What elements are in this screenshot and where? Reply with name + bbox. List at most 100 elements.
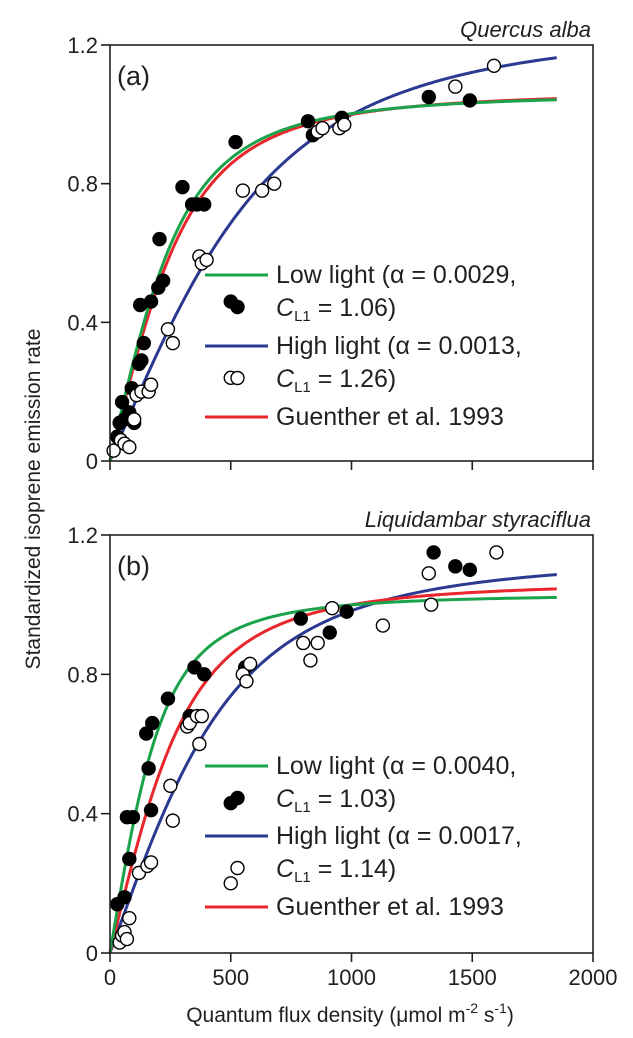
x-title-mu: μ — [396, 1004, 408, 1027]
data-point-low-light — [160, 691, 176, 706]
data-point-high-light — [423, 597, 439, 612]
data-point-low-light — [196, 197, 212, 212]
data-point-high-light — [421, 566, 436, 581]
data-point-low-light — [322, 625, 337, 640]
data-point-low-light — [187, 660, 202, 675]
data-point-low-light — [339, 604, 354, 619]
x-tick-label: 0 — [104, 965, 116, 990]
data-point-high-light — [489, 545, 504, 560]
x-title-unit: mol m — [408, 1004, 465, 1027]
x-title-exp1: -2 — [466, 1000, 479, 1016]
data-point-low-light — [136, 335, 152, 351]
data-point-high-light — [448, 79, 463, 94]
x-tick-label: 1000 — [327, 965, 376, 990]
data-point-high-light — [296, 635, 311, 651]
data-point-high-light — [194, 708, 209, 724]
data-point-low-light — [228, 134, 243, 150]
data-point-high-light — [337, 117, 352, 132]
data-point-high-light — [160, 322, 176, 337]
legend-c-value: = 1.03) — [311, 785, 396, 813]
legend-label: Guenther et al. 1993 — [276, 403, 504, 431]
data-point-low-light — [143, 294, 159, 309]
panel-tag: (b) — [117, 551, 150, 581]
panel-b: 0 0.4 0.8 1.2 0 500 1000 1500 2000 Liquidambar st… — [67, 507, 617, 990]
legend-marker-filled — [230, 299, 245, 315]
data-point-high-light — [310, 635, 325, 651]
x-title-s: s — [478, 1004, 494, 1027]
panel-title: Quercus alba — [460, 17, 591, 42]
legend-c-value: = 1.26) — [311, 365, 396, 393]
data-point-low-light — [293, 611, 308, 626]
legend-marker-open — [230, 860, 245, 876]
data-point-low-light — [143, 802, 159, 818]
curve-low-light — [108, 98, 557, 462]
legend-c-subscript: L1 — [294, 308, 311, 325]
data-point-low-light — [462, 93, 478, 108]
data-point-low-light — [114, 394, 130, 410]
data-point-high-light — [143, 377, 159, 392]
legend-c-symbol: C — [276, 785, 295, 813]
plot-frame — [109, 44, 594, 462]
data-point-high-light — [235, 183, 251, 198]
legend-marker-open — [230, 370, 245, 386]
legend-label-line2: CL1 = 1.14) — [276, 855, 396, 886]
data-point-low-light — [145, 715, 160, 731]
data-point-low-light — [141, 761, 156, 776]
data-point-high-light — [242, 656, 258, 672]
data-point-high-light — [223, 876, 238, 891]
data-point-low-light — [122, 851, 137, 867]
y-tick-label: 1.2 — [67, 33, 98, 58]
data-point-high-light — [122, 910, 137, 926]
data-point-high-light — [254, 183, 270, 198]
data-point-low-light — [462, 562, 478, 578]
data-point-high-light — [486, 58, 502, 74]
legend-label: Low light (α = 0.0029, — [276, 261, 516, 289]
legend-c-subscript: L1 — [294, 799, 311, 816]
y-tick-label: 0.4 — [67, 802, 98, 827]
legend: Low light (α = 0.0029,CL1 = 1.06)High li… — [205, 261, 522, 431]
data-point-low-light — [421, 89, 436, 105]
panel-tag: (a) — [117, 61, 150, 91]
x-tick-label: 500 — [212, 965, 249, 990]
legend-c-symbol: C — [276, 365, 295, 393]
data-point-high-light — [165, 813, 180, 828]
data-point-high-light — [375, 618, 391, 633]
x-tick-label: 1500 — [448, 965, 497, 990]
data-point-high-light — [122, 439, 137, 455]
legend-c-value: = 1.14) — [311, 855, 396, 883]
data-point-low-light — [117, 890, 132, 905]
curve-high-light — [108, 573, 557, 954]
data-point-high-light — [126, 412, 142, 427]
data-point-low-light — [139, 726, 154, 741]
legend-label: Guenther et al. 1993 — [276, 893, 504, 921]
data-point-high-light — [163, 778, 178, 793]
legend-c-symbol: C — [276, 855, 295, 883]
data-point-low-light — [196, 667, 212, 682]
legend-c-value: = 1.06) — [311, 294, 396, 322]
legend-marker-filled — [230, 790, 245, 806]
legend-label: Low light (α = 0.0040, — [276, 752, 516, 780]
panel-title: Liquidambar styraciflua — [365, 507, 591, 532]
data-point-low-light — [448, 559, 463, 574]
y-axis-title: Standardized isoprene emission rate — [22, 329, 45, 670]
panel-a: 0 0.4 0.8 1.2 Quercus alba (a) Low light (α = … — [67, 17, 594, 474]
legend-label-line2: CL1 = 1.06) — [276, 294, 396, 325]
legend: Low light (α = 0.0040,CL1 = 1.03)High li… — [205, 752, 522, 921]
legend-label-line2: CL1 = 1.26) — [276, 365, 396, 396]
y-tick-label: 0.4 — [67, 310, 98, 335]
x-title-exp2: -1 — [494, 1000, 507, 1016]
data-point-high-light — [239, 674, 254, 689]
data-point-high-light — [267, 176, 282, 191]
x-axis-title: Quantum flux density (μmol m-2 s-1) — [186, 1000, 514, 1027]
y-tick-label: 0.8 — [67, 172, 98, 197]
legend-c-symbol: C — [276, 294, 295, 322]
data-point-high-light — [119, 931, 135, 947]
data-point-high-light — [315, 120, 330, 136]
legend-label-line2: CL1 = 1.03) — [276, 785, 396, 816]
y-tick-label: 1.2 — [67, 523, 98, 548]
x-tick-label: 2000 — [569, 965, 618, 990]
data-point-high-light — [324, 600, 340, 616]
y-tick-label: 0 — [86, 941, 98, 966]
